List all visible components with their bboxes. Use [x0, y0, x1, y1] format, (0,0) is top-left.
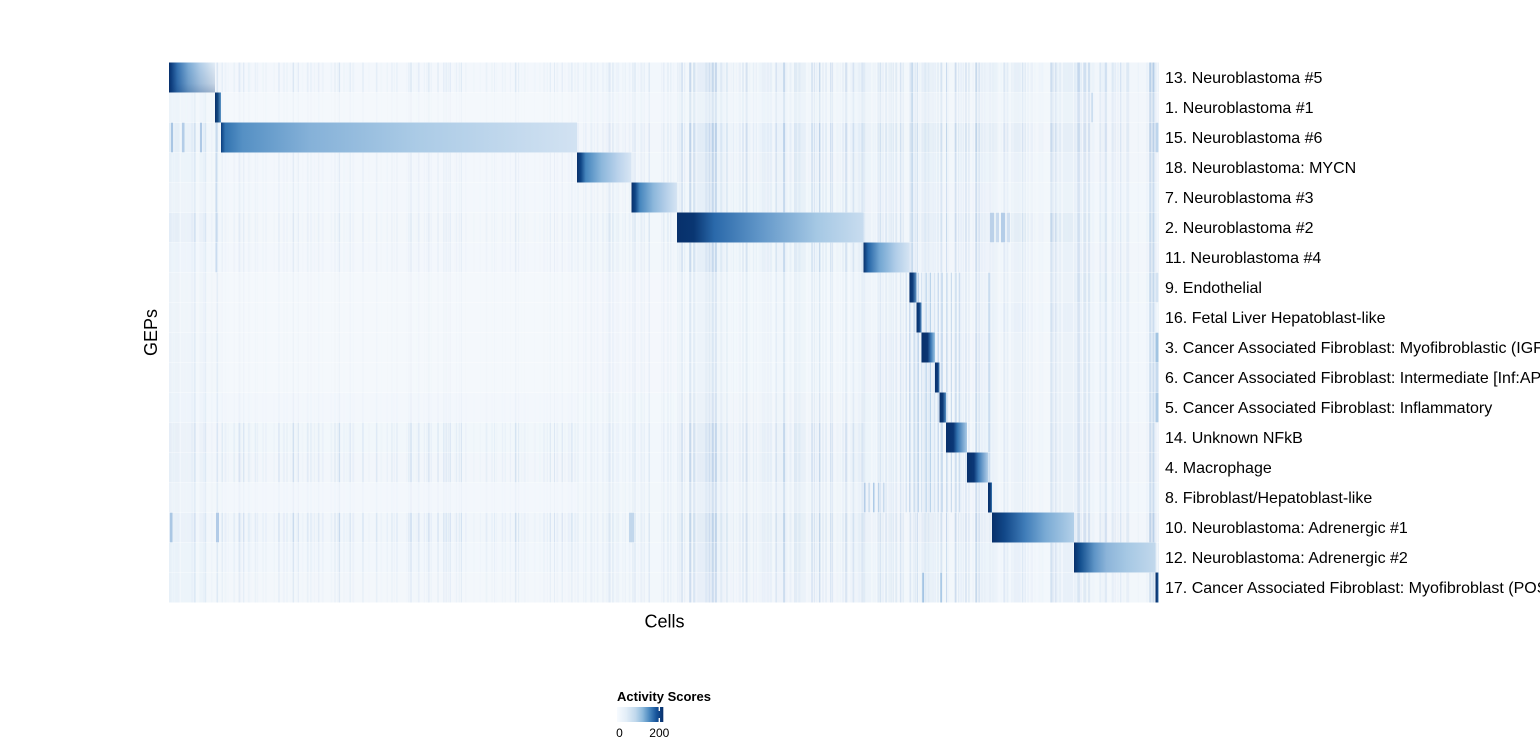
svg-text:11. Neuroblastoma #4: 11. Neuroblastoma #4 [1165, 250, 1321, 267]
svg-text:5. Cancer Associated Fibroblas: 5. Cancer Associated Fibroblast: Inflamm… [1165, 400, 1492, 417]
svg-text:13. Neuroblastoma #5: 13. Neuroblastoma #5 [1165, 70, 1323, 87]
svg-text:8. Fibroblast/Hepatoblast-like: 8. Fibroblast/Hepatoblast-like [1165, 490, 1372, 507]
svg-text:Cells: Cells [644, 612, 684, 632]
svg-text:0: 0 [616, 726, 623, 740]
svg-text:18. Neuroblastoma: MYCN: 18. Neuroblastoma: MYCN [1165, 160, 1356, 177]
svg-text:4. Macrophage: 4. Macrophage [1165, 460, 1272, 477]
svg-text:2. Neuroblastoma #2: 2. Neuroblastoma #2 [1165, 220, 1314, 237]
svg-text:10. Neuroblastoma: Adrenergic: 10. Neuroblastoma: Adrenergic #1 [1165, 520, 1408, 537]
svg-text:3. Cancer Associated Fibroblas: 3. Cancer Associated Fibroblast: Myofibr… [1165, 340, 1540, 357]
svg-text:Activity Scores: Activity Scores [617, 689, 711, 704]
svg-text:16. Fetal Liver Hepatoblast-li: 16. Fetal Liver Hepatoblast-like [1165, 310, 1386, 327]
svg-text:17. Cancer Associated Fibrobla: 17. Cancer Associated Fibroblast: Myofib… [1165, 580, 1540, 597]
svg-text:7. Neuroblastoma #3: 7. Neuroblastoma #3 [1165, 190, 1314, 207]
svg-text:200: 200 [649, 726, 669, 740]
svg-text:1. Neuroblastoma #1: 1. Neuroblastoma #1 [1165, 100, 1314, 117]
svg-text:15. Neuroblastoma #6: 15. Neuroblastoma #6 [1165, 130, 1323, 147]
svg-text:12. Neuroblastoma: Adrenergic: 12. Neuroblastoma: Adrenergic #2 [1165, 550, 1408, 567]
svg-text:6. Cancer Associated Fibroblas: 6. Cancer Associated Fibroblast: Interme… [1165, 370, 1540, 387]
svg-text:9. Endothelial: 9. Endothelial [1165, 280, 1262, 297]
svg-text:GEPs: GEPs [141, 309, 161, 356]
svg-text:14. Unknown NFkB: 14. Unknown NFkB [1165, 430, 1303, 447]
